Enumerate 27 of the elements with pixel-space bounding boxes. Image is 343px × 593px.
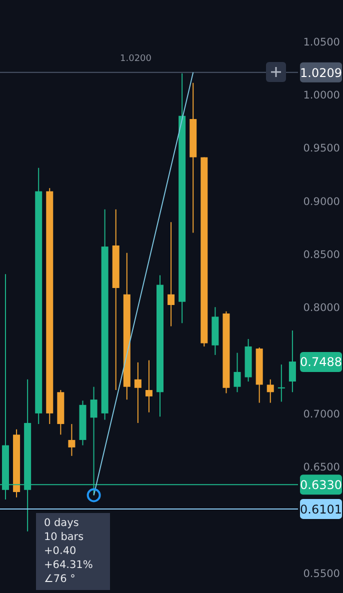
y-tick-label: 0.6500 <box>303 462 340 474</box>
y-tick-label: 0.9500 <box>303 142 340 155</box>
candlestick <box>288 330 296 393</box>
annotation: 0 days <box>44 516 80 530</box>
candlestick <box>168 222 175 327</box>
y-tick-label: 1.0000 <box>303 90 340 102</box>
annotation: 1.0200 <box>120 54 152 64</box>
candlestick <box>278 364 285 402</box>
candlestick <box>266 378 274 404</box>
annotation: ∠76 ° <box>44 572 76 586</box>
annotation: 0.7488 <box>300 352 342 372</box>
ref-line-label: 0.6330 <box>300 478 342 492</box>
y-tick-label: 1.0500 <box>303 36 340 48</box>
annotation: +64.31% <box>44 558 94 572</box>
y-tick-label: 0.8500 <box>303 248 340 261</box>
candlestick <box>145 360 152 413</box>
candlestick <box>68 424 76 456</box>
annotation: +0.40 <box>44 544 78 558</box>
ref-line-label: 0.6101 <box>300 502 342 516</box>
annotation: 10 bars <box>44 530 85 544</box>
candlestick <box>134 362 142 424</box>
y-tick-label: 0.9000 <box>303 196 340 208</box>
candlestick <box>234 352 241 393</box>
ref-line-label: 1.0209 <box>300 66 342 80</box>
y-tick-label: 0.5500 <box>303 568 340 580</box>
y-tick-label: 0.7000 <box>303 408 340 420</box>
y-tick-label: 0.8000 <box>303 302 340 314</box>
